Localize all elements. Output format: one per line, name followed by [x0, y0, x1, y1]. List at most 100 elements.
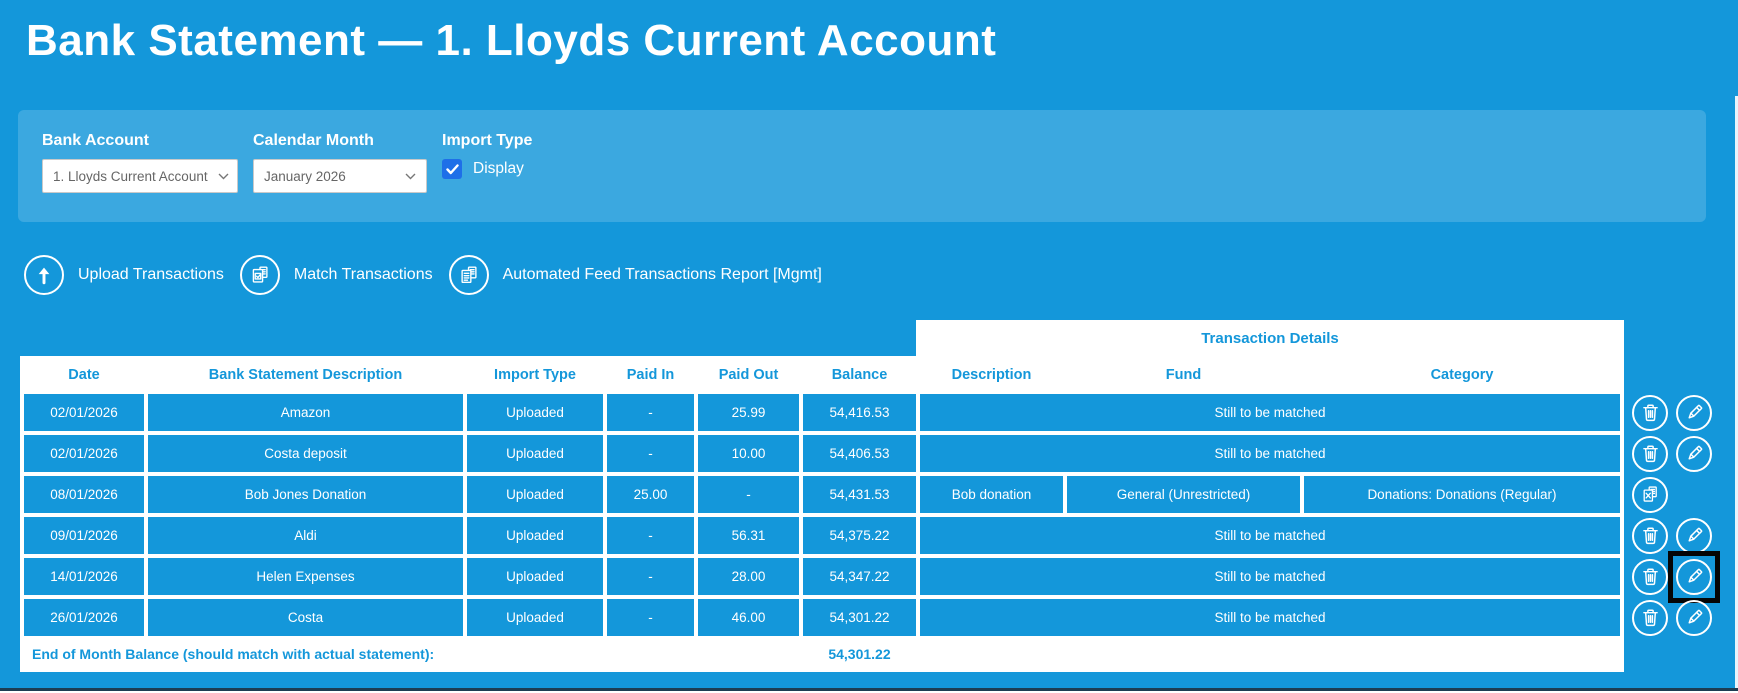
import-type-filter: Import Type Display	[442, 132, 532, 179]
cell-paid-out: -	[698, 476, 799, 513]
edit-row-button[interactable]	[1676, 517, 1712, 554]
col-import-type: Import Type	[467, 360, 603, 390]
bank-account-select[interactable]: 1. Lloyds Current Account	[42, 159, 238, 193]
trash-icon	[1642, 527, 1658, 545]
transaction-details-label: Transaction Details	[1201, 329, 1339, 347]
delete-row-button[interactable]	[1632, 435, 1668, 472]
cell-date: 08/01/2026	[24, 476, 144, 513]
import-type-label: Import Type	[442, 132, 533, 149]
delete-row-button-wrap	[1630, 598, 1670, 638]
cell-import-type: Uploaded	[467, 558, 603, 595]
table-header-row: Date Bank Statement Description Import T…	[24, 360, 1620, 390]
edit-row-button[interactable]	[1676, 394, 1712, 431]
calendar-month-value: January 2026	[264, 168, 346, 184]
transactions-table: Date Bank Statement Description Import T…	[20, 356, 1624, 672]
delete-row-button-wrap	[1630, 393, 1670, 433]
delete-row-button-wrap	[1630, 557, 1670, 597]
cell-import-type: Uploaded	[467, 394, 603, 431]
cell-import-type: Uploaded	[467, 599, 603, 636]
automated-feed-report-button[interactable]: Automated Feed Transactions Report [Mgmt…	[448, 255, 822, 295]
table-row: 09/01/2026 Aldi Uploaded - 56.31 54,375.…	[24, 517, 1620, 554]
cell-paid-in: -	[607, 394, 694, 431]
cell-paid-out: 56.31	[698, 517, 799, 554]
delete-row-button[interactable]	[1632, 599, 1668, 636]
pencil-icon	[1687, 404, 1702, 419]
row-actions	[1630, 515, 1718, 556]
table-row: 08/01/2026 Bob Jones Donation Uploaded 2…	[24, 476, 1620, 513]
edit-row-button-wrap	[1674, 434, 1714, 474]
matched-file-button-wrap	[1630, 475, 1670, 515]
display-checkbox-label: Display	[473, 160, 524, 177]
calendar-month-select[interactable]: January 2026	[253, 159, 427, 193]
cell-import-type: Uploaded	[467, 435, 603, 472]
cell-balance: 54,347.22	[803, 558, 916, 595]
match-transactions-label: Match Transactions	[293, 266, 433, 283]
bank-account-label: Bank Account	[42, 132, 149, 149]
row-actions	[1630, 392, 1718, 433]
edit-row-button[interactable]	[1676, 558, 1712, 595]
actions-row: Upload Transactions Match Transactions	[24, 255, 838, 295]
match-transactions-button[interactable]: Match Transactions	[239, 255, 433, 295]
edit-row-button-wrap	[1674, 598, 1714, 638]
bank-account-filter: Bank Account 1. Lloyds Current Account	[42, 132, 238, 193]
col-category: Category	[1304, 360, 1620, 390]
cell-date: 09/01/2026	[24, 517, 144, 554]
edit-row-button[interactable]	[1676, 435, 1712, 472]
col-description: Description	[920, 360, 1063, 390]
cell-paid-in: -	[607, 517, 694, 554]
delete-row-button[interactable]	[1632, 394, 1668, 431]
filter-panel: Bank Account 1. Lloyds Current Account C…	[18, 110, 1706, 222]
transaction-details-header: Transaction Details	[916, 320, 1624, 356]
trash-icon	[1642, 404, 1658, 422]
cell-paid-out: 28.00	[698, 558, 799, 595]
cell-match-status: Still to be matched	[920, 435, 1620, 472]
cell-bank-statement-description: Helen Expenses	[148, 558, 463, 595]
trash-icon	[1642, 609, 1658, 627]
row-actions	[1630, 433, 1718, 474]
cell-bank-statement-description: Bob Jones Donation	[148, 476, 463, 513]
cell-balance: 54,406.53	[803, 435, 916, 472]
cell-date: 02/01/2026	[24, 394, 144, 431]
cell-match-status: Still to be matched	[920, 394, 1620, 431]
end-of-month-balance-label: End of Month Balance (should match with …	[24, 640, 799, 668]
col-paid-out: Paid Out	[698, 360, 799, 390]
automated-feed-report-label: Automated Feed Transactions Report [Mgmt…	[502, 266, 822, 283]
cell-import-type: Uploaded	[467, 517, 603, 554]
highlighted-edit-target	[1668, 550, 1720, 603]
chevron-down-icon	[405, 173, 416, 179]
table-row: 02/01/2026 Costa deposit Uploaded - 10.0…	[24, 435, 1620, 472]
matched-file-button[interactable]	[1632, 476, 1668, 513]
edit-row-button-wrap	[1674, 393, 1714, 433]
cell-bank-statement-description: Amazon	[148, 394, 463, 431]
delete-row-button-wrap	[1630, 516, 1670, 556]
cell-match-status: Still to be matched	[920, 517, 1620, 554]
trash-icon	[1642, 568, 1658, 586]
window-bottom-border	[0, 688, 1738, 691]
delete-row-button[interactable]	[1632, 517, 1668, 554]
col-date: Date	[24, 360, 144, 390]
cell-paid-in: -	[607, 599, 694, 636]
end-of-month-balance-value: 54,301.22	[803, 640, 916, 668]
check-icon	[445, 163, 459, 174]
display-checkbox[interactable]	[442, 159, 462, 179]
page-title: Bank Statement — 1. Lloyds Current Accou…	[26, 16, 997, 65]
delete-row-button[interactable]	[1632, 558, 1668, 595]
cell-bank-statement-description: Costa	[148, 599, 463, 636]
window-bottom-strip	[0, 691, 1738, 693]
pencil-icon	[1687, 445, 1702, 460]
cell-date: 14/01/2026	[24, 558, 144, 595]
edit-row-button[interactable]	[1676, 599, 1712, 636]
cell-bank-statement-description: Aldi	[148, 517, 463, 554]
spreadsheet-icon	[1643, 486, 1657, 502]
upload-transactions-button[interactable]: Upload Transactions	[24, 255, 224, 295]
row-actions	[1630, 550, 1720, 603]
cell-date: 26/01/2026	[24, 599, 144, 636]
table-row: 26/01/2026 Costa Uploaded - 46.00 54,301…	[24, 599, 1620, 636]
upload-icon	[24, 255, 64, 295]
cell-match-status: Still to be matched	[920, 599, 1620, 636]
report-icon	[448, 255, 489, 295]
calendar-month-label: Calendar Month	[253, 132, 374, 149]
cell-import-type: Uploaded	[467, 476, 603, 513]
cell-date: 02/01/2026	[24, 435, 144, 472]
cell-balance: 54,375.22	[803, 517, 916, 554]
